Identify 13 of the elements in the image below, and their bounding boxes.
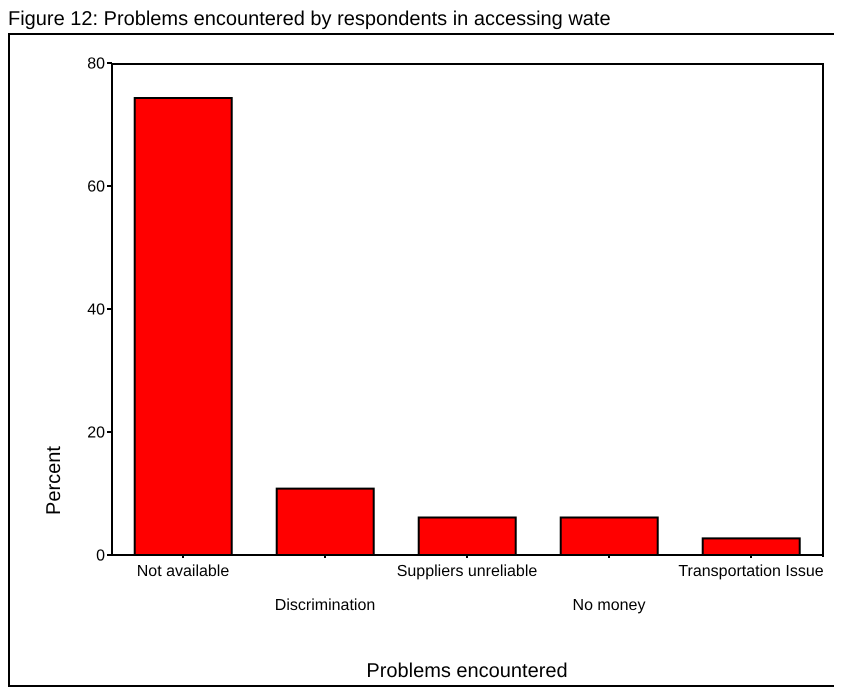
x-tick-label: Discrimination [274,597,376,614]
x-tick-label: Suppliers unreliable [396,563,538,580]
x-tick-label: Not available [136,563,230,580]
x-axis-title: Problems encountered [366,660,568,682]
y-tick-label: 80 [87,56,106,73]
y-tick-label: 20 [87,424,106,442]
chart-title: Figure 12: Problems encountered by respondents in accessing wate [8,8,612,31]
x-tick-label: No money [572,597,646,614]
y-tick-label: 0 [96,548,106,565]
y-tick-label: 40 [87,302,106,319]
x-tick-label: Transportation Issue [678,563,824,580]
y-tick-label: 60 [87,178,106,196]
y-axis-title: Percent [43,446,65,515]
